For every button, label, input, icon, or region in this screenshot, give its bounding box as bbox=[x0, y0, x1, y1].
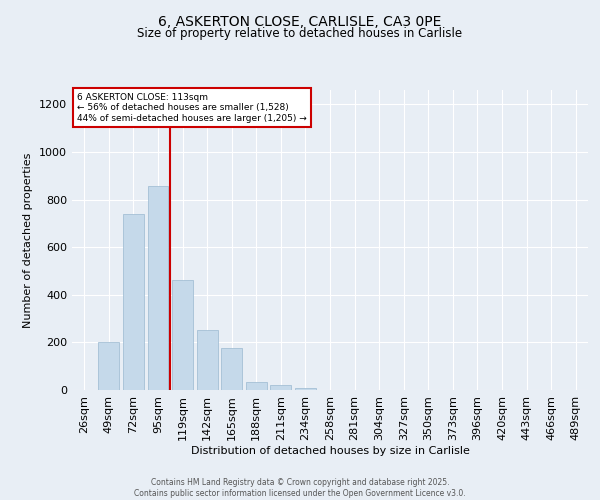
Bar bbox=[221, 348, 242, 390]
Y-axis label: Number of detached properties: Number of detached properties bbox=[23, 152, 34, 328]
Bar bbox=[98, 342, 119, 390]
Bar bbox=[123, 214, 144, 390]
Text: 6, ASKERTON CLOSE, CARLISLE, CA3 0PE: 6, ASKERTON CLOSE, CARLISLE, CA3 0PE bbox=[158, 15, 442, 29]
Text: 6 ASKERTON CLOSE: 113sqm
← 56% of detached houses are smaller (1,528)
44% of sem: 6 ASKERTON CLOSE: 113sqm ← 56% of detach… bbox=[77, 93, 307, 123]
Bar bbox=[271, 385, 292, 390]
Bar bbox=[148, 186, 169, 390]
Text: Size of property relative to detached houses in Carlisle: Size of property relative to detached ho… bbox=[137, 28, 463, 40]
Bar bbox=[197, 330, 218, 390]
Bar bbox=[295, 388, 316, 390]
Bar bbox=[172, 280, 193, 390]
Bar bbox=[246, 382, 267, 390]
Text: Contains HM Land Registry data © Crown copyright and database right 2025.
Contai: Contains HM Land Registry data © Crown c… bbox=[134, 478, 466, 498]
X-axis label: Distribution of detached houses by size in Carlisle: Distribution of detached houses by size … bbox=[191, 446, 469, 456]
